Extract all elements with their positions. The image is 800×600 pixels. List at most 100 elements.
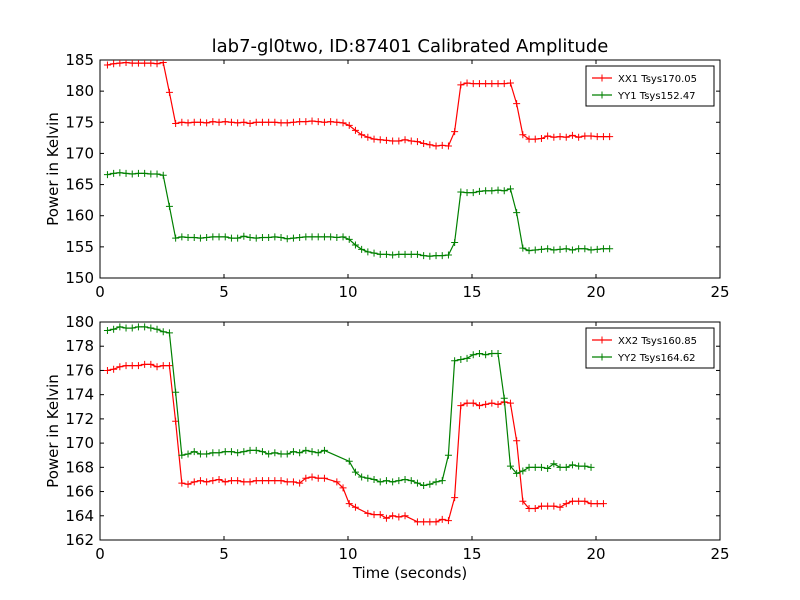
data-point xyxy=(413,250,421,258)
data-point xyxy=(153,60,161,68)
data-point xyxy=(159,60,167,66)
data-point xyxy=(128,324,136,332)
data-point xyxy=(438,141,446,149)
x-tick-label: 5 xyxy=(219,545,229,563)
data-point xyxy=(376,250,384,258)
data-point xyxy=(531,505,539,513)
data-point xyxy=(165,362,173,370)
data-point xyxy=(196,450,204,458)
data-point xyxy=(190,448,198,456)
data-point xyxy=(320,474,328,482)
data-point xyxy=(351,126,359,134)
data-point xyxy=(401,512,409,520)
y-tick-label: 176 xyxy=(65,361,94,379)
data-point xyxy=(475,187,483,195)
data-point xyxy=(110,60,118,68)
data-point xyxy=(370,249,378,257)
data-point xyxy=(550,502,558,510)
data-point xyxy=(556,503,564,511)
y-tick-label: 164 xyxy=(65,507,94,525)
data-point xyxy=(190,118,198,126)
data-point xyxy=(308,448,316,456)
data-point xyxy=(488,187,496,195)
data-point xyxy=(141,60,149,67)
data-point xyxy=(475,80,483,88)
data-point xyxy=(506,79,514,87)
data-point xyxy=(234,234,242,242)
data-point xyxy=(271,449,279,457)
data-point xyxy=(444,517,452,525)
data-point xyxy=(469,351,477,359)
data-point xyxy=(190,234,198,242)
data-point xyxy=(575,462,583,470)
data-point xyxy=(469,399,477,407)
data-point xyxy=(519,244,527,252)
data-point xyxy=(196,234,204,242)
data-point xyxy=(376,478,384,486)
data-point xyxy=(562,245,570,253)
data-point xyxy=(159,171,167,179)
y-tick-label: 175 xyxy=(65,113,94,131)
data-point xyxy=(165,88,173,96)
data-point xyxy=(519,467,527,475)
data-point xyxy=(246,478,254,486)
data-point xyxy=(457,402,465,410)
legend-swatch-marker xyxy=(598,353,606,361)
data-point xyxy=(513,100,521,108)
x-tick-label: 0 xyxy=(95,283,105,301)
data-point xyxy=(556,133,564,141)
data-point xyxy=(556,463,564,471)
data-point xyxy=(258,234,266,242)
data-point xyxy=(277,450,285,458)
data-point xyxy=(314,233,322,241)
data-point xyxy=(457,356,465,364)
data-point xyxy=(432,252,440,260)
data-point xyxy=(277,477,285,485)
data-point xyxy=(339,484,347,492)
data-point xyxy=(196,118,204,126)
data-point xyxy=(358,473,366,481)
data-point xyxy=(494,186,502,194)
data-point xyxy=(227,477,235,485)
data-point xyxy=(134,169,142,177)
data-point xyxy=(103,171,111,179)
data-point xyxy=(345,457,353,465)
data-point xyxy=(308,233,316,241)
data-point xyxy=(258,448,266,456)
y-tick-label: 180 xyxy=(65,313,94,331)
data-point xyxy=(128,60,136,67)
data-point xyxy=(382,136,390,144)
x-tick-label: 10 xyxy=(338,283,357,301)
data-point xyxy=(265,118,273,126)
data-point xyxy=(289,118,297,126)
x-tick-label: 25 xyxy=(710,283,729,301)
data-point xyxy=(153,170,161,178)
data-point xyxy=(469,189,477,197)
data-point xyxy=(221,118,229,126)
data-point xyxy=(482,80,490,88)
data-point xyxy=(426,252,434,260)
y-tick-label: 174 xyxy=(65,386,94,404)
data-point xyxy=(407,137,415,145)
x-tick-label: 10 xyxy=(338,545,357,563)
data-point xyxy=(537,134,545,142)
data-point xyxy=(320,118,328,126)
data-point xyxy=(116,323,124,331)
data-point xyxy=(296,449,304,457)
data-point xyxy=(463,79,471,87)
data-point xyxy=(227,234,235,242)
data-point xyxy=(339,119,347,127)
data-point xyxy=(426,141,434,149)
data-point xyxy=(265,234,273,242)
data-point xyxy=(351,468,359,476)
legend-box xyxy=(585,65,715,107)
data-point xyxy=(568,461,576,469)
data-point xyxy=(141,360,149,368)
data-point xyxy=(184,234,192,242)
data-point xyxy=(246,234,254,242)
data-point xyxy=(606,133,614,141)
data-point xyxy=(544,245,552,253)
data-point xyxy=(581,497,589,505)
data-point xyxy=(110,365,118,373)
data-point xyxy=(506,462,514,470)
